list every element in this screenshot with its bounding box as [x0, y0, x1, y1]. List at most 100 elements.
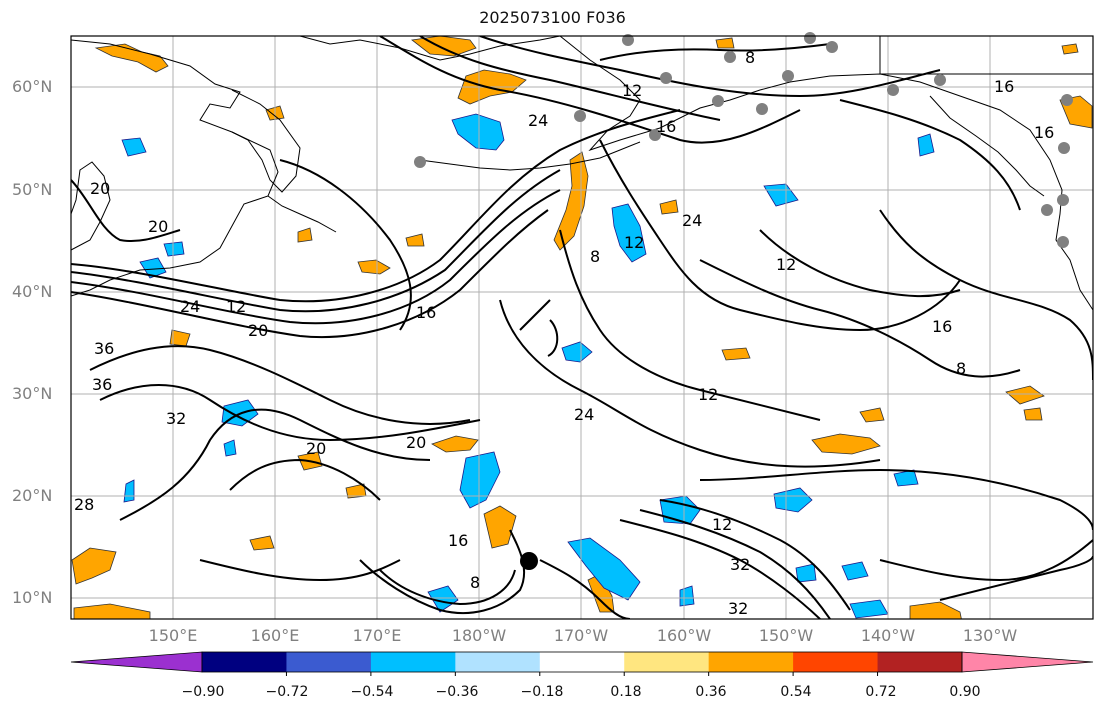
colorbar-segment: [539, 652, 625, 672]
contour-label: 16: [1034, 123, 1054, 142]
negative-area: [163, 241, 185, 257]
positive-area: [483, 505, 517, 549]
negative-area: [763, 183, 799, 207]
lon-label-160w: 160°W: [656, 626, 712, 645]
contour-label: 20: [90, 179, 110, 198]
positive-area: [721, 347, 751, 361]
plot-frame: [70, 35, 1094, 620]
contour-label: 8: [745, 48, 755, 67]
colorbar-segment: [202, 652, 287, 672]
contour-label: 8: [956, 359, 966, 378]
colorbar-extend-max: [961, 651, 1094, 673]
contour-label: 12: [712, 515, 732, 534]
colorbar: [70, 651, 1094, 676]
station-marker: [1057, 236, 1069, 248]
positive-area: [357, 259, 391, 275]
colorbar-segment: [877, 652, 963, 672]
colorbar-label: −0.18: [520, 684, 564, 700]
contour-label: 24: [528, 111, 548, 130]
colorbar-label: 0.36: [695, 684, 727, 700]
positive-area: [405, 233, 425, 247]
negative-area: [561, 341, 593, 363]
negative-area: [223, 439, 237, 457]
positive-area: [811, 433, 881, 455]
negative-area: [139, 257, 167, 279]
contour-label: 16: [448, 531, 468, 550]
contour-label: 28: [74, 495, 94, 514]
lat-label-40n: 40°N: [12, 282, 53, 301]
negative-area: [841, 561, 869, 581]
lon-label-180w: 180°W: [451, 626, 507, 645]
colorbar-segment: [624, 652, 710, 672]
lon-label-160e: 160°E: [250, 626, 300, 645]
lat-label-20n: 20°N: [12, 486, 53, 505]
lon-label-170w: 170°W: [553, 626, 609, 645]
lon-label-150w: 150°W: [758, 626, 814, 645]
negative-area: [849, 599, 889, 619]
canada-border: [879, 36, 1093, 75]
asia-coast: [71, 39, 279, 297]
contour-label: 8: [470, 573, 480, 592]
positive-area: [73, 603, 151, 619]
lat-label-50n: 50°N: [12, 180, 53, 199]
colorbar-label: 0.18: [610, 684, 642, 700]
lat-label-60n: 60°N: [12, 77, 53, 96]
coastlines: [71, 36, 1093, 311]
positive-area: [249, 535, 275, 551]
contour-label: 12: [226, 297, 246, 316]
station-marker: [1058, 142, 1070, 154]
lat-label-30n: 30°N: [12, 384, 53, 403]
positive-area: [71, 547, 117, 585]
colorbar-label: 0.54: [780, 684, 812, 700]
alaska-panhandle: [929, 95, 1045, 197]
kuril-islands: [267, 195, 337, 233]
colorbar-label: −0.72: [265, 684, 309, 700]
colorbar-segment: [370, 652, 456, 672]
contour-label: 12: [776, 255, 796, 274]
contour-label: 20: [148, 217, 168, 236]
contour-label: 12: [698, 385, 718, 404]
station-marker: [414, 156, 426, 168]
negative-area: [917, 133, 935, 157]
station-marker: [782, 70, 794, 82]
contour-label: 16: [994, 77, 1014, 96]
stations: [414, 32, 1073, 248]
chukotka-coast: [299, 36, 561, 61]
positive-area: [297, 227, 313, 243]
contour-label: 12: [624, 233, 644, 252]
negative-area: [893, 469, 919, 487]
negative-area: [611, 203, 647, 263]
negative-area: [123, 479, 135, 503]
contour-label: 8: [590, 247, 600, 266]
station-marker: [1061, 94, 1073, 106]
negative-area: [795, 563, 817, 583]
contour-label: 16: [656, 117, 676, 136]
station-marker: [1041, 204, 1053, 216]
positive-area: [1061, 43, 1079, 55]
positive-area: [1023, 407, 1043, 421]
contour-label-layer: 8 12 16 24 20 24 12 20 36 36 32 20 20 24…: [74, 48, 1054, 618]
station-marker: [660, 72, 672, 84]
negative-area: [459, 451, 501, 509]
positive-area: [431, 435, 479, 453]
station-marker: [712, 95, 724, 107]
positive-area: [909, 601, 962, 619]
station-marker: [826, 41, 838, 53]
negative-area: [659, 495, 701, 525]
contour-label: 20: [406, 433, 426, 452]
contour-label: 16: [416, 303, 436, 322]
map-title: 2025073100 F036: [479, 8, 626, 27]
station-marker: [887, 84, 899, 96]
aleutian-islands: [419, 141, 641, 171]
contour-label: 20: [248, 321, 268, 340]
contour-label: 20: [306, 439, 326, 458]
positive-area: [411, 36, 477, 57]
contour-label: 36: [92, 375, 112, 394]
contour-label: 24: [180, 297, 200, 316]
negative-area: [451, 113, 505, 151]
negative-area: [679, 585, 695, 607]
positive-area: [659, 199, 679, 215]
contour-label: 36: [94, 339, 114, 358]
station-marker: [1057, 194, 1069, 206]
lon-label-170e: 170°E: [352, 626, 402, 645]
